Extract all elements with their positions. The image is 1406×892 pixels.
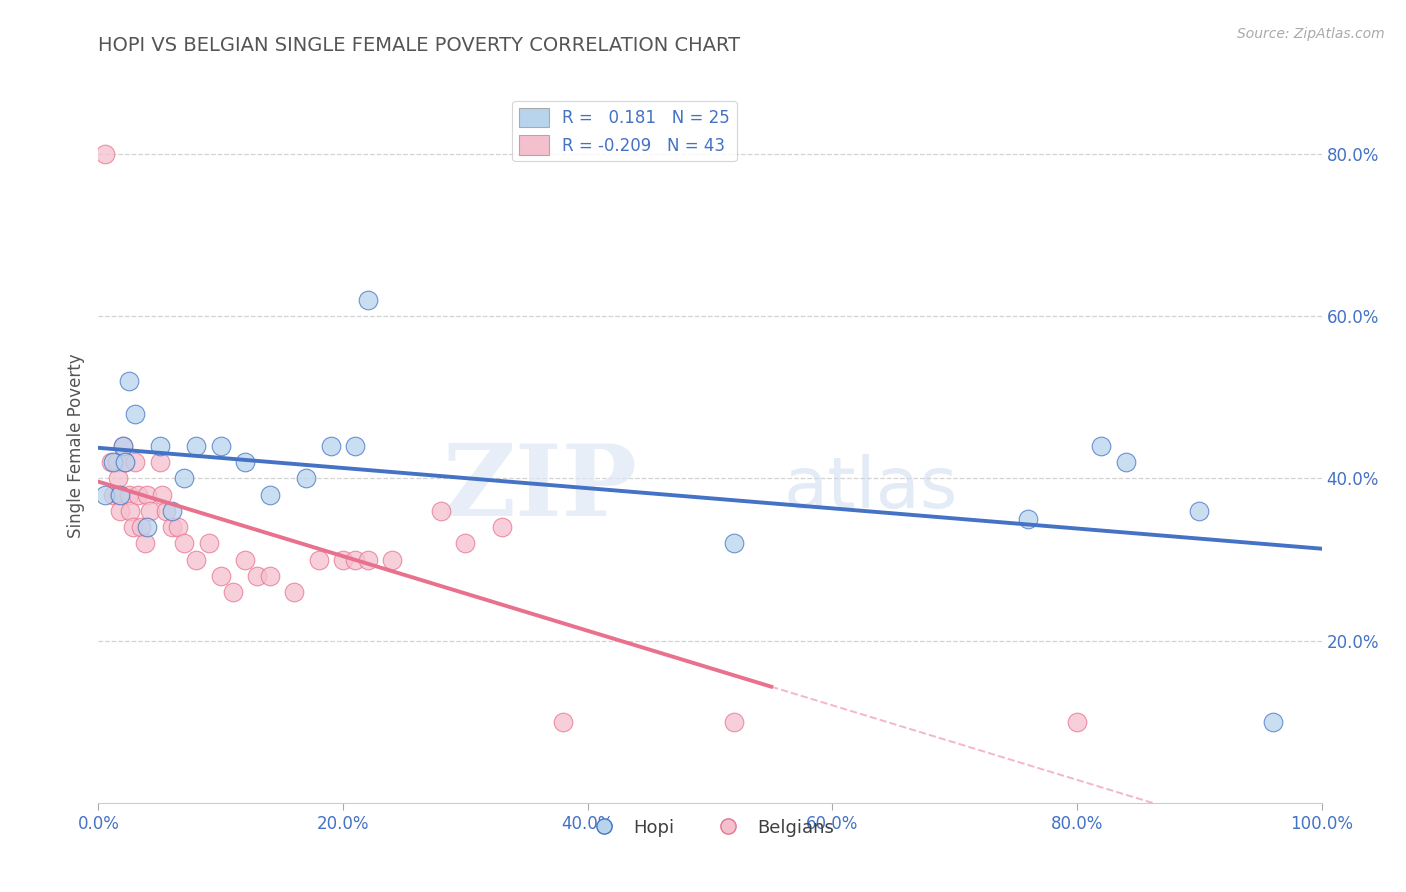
Point — [1066, 714, 1088, 729]
Point — [430, 504, 453, 518]
Point — [118, 488, 141, 502]
Point — [283, 585, 305, 599]
Point — [222, 585, 245, 599]
Point — [127, 488, 149, 502]
Point — [120, 504, 142, 518]
Point — [332, 552, 354, 566]
Point — [1115, 455, 1137, 469]
Point — [1017, 512, 1039, 526]
Text: Source: ZipAtlas.com: Source: ZipAtlas.com — [1237, 27, 1385, 41]
Point — [1188, 504, 1211, 518]
Point — [1261, 714, 1284, 729]
Text: HOPI VS BELGIAN SINGLE FEMALE POVERTY CORRELATION CHART: HOPI VS BELGIAN SINGLE FEMALE POVERTY CO… — [98, 36, 741, 54]
Point — [209, 568, 232, 582]
Point — [107, 471, 129, 485]
Point — [111, 439, 134, 453]
Point — [114, 455, 136, 469]
Point — [553, 714, 575, 729]
Point — [100, 455, 122, 469]
Point — [356, 293, 378, 307]
Point — [454, 536, 477, 550]
Point — [233, 455, 256, 469]
Point — [111, 439, 134, 453]
Point — [723, 536, 745, 550]
Point — [160, 520, 183, 534]
Point — [246, 568, 269, 582]
Point — [124, 407, 146, 421]
Point — [136, 488, 159, 502]
Point — [149, 439, 172, 453]
Point — [491, 520, 513, 534]
Point — [1090, 439, 1112, 453]
Point — [308, 552, 330, 566]
Point — [344, 439, 367, 453]
Point — [149, 455, 172, 469]
Point — [118, 374, 141, 388]
Point — [139, 504, 162, 518]
Point — [167, 520, 190, 534]
Text: atlas: atlas — [783, 454, 957, 524]
Point — [134, 536, 156, 550]
Point — [136, 520, 159, 534]
Point — [101, 455, 124, 469]
Point — [295, 471, 318, 485]
Point — [114, 455, 136, 469]
Point — [124, 455, 146, 469]
Legend: Hopi, Belgians: Hopi, Belgians — [579, 812, 841, 844]
Point — [723, 714, 745, 729]
Point — [344, 552, 367, 566]
Point — [197, 536, 219, 550]
Point — [233, 552, 256, 566]
Point — [186, 552, 208, 566]
Y-axis label: Single Female Poverty: Single Female Poverty — [66, 354, 84, 538]
Point — [110, 488, 132, 502]
Point — [110, 504, 132, 518]
Point — [101, 488, 124, 502]
Point — [105, 455, 128, 469]
Point — [155, 504, 177, 518]
Point — [129, 520, 152, 534]
Point — [93, 147, 115, 161]
Point — [93, 488, 115, 502]
Point — [259, 568, 281, 582]
Point — [209, 439, 232, 453]
Point — [121, 520, 143, 534]
Point — [150, 488, 173, 502]
Point — [319, 439, 342, 453]
Point — [356, 552, 378, 566]
Point — [259, 488, 281, 502]
Point — [160, 504, 183, 518]
Point — [381, 552, 404, 566]
Point — [173, 536, 195, 550]
Point — [108, 488, 131, 502]
Point — [173, 471, 195, 485]
Point — [186, 439, 208, 453]
Text: ZIP: ZIP — [441, 441, 637, 537]
